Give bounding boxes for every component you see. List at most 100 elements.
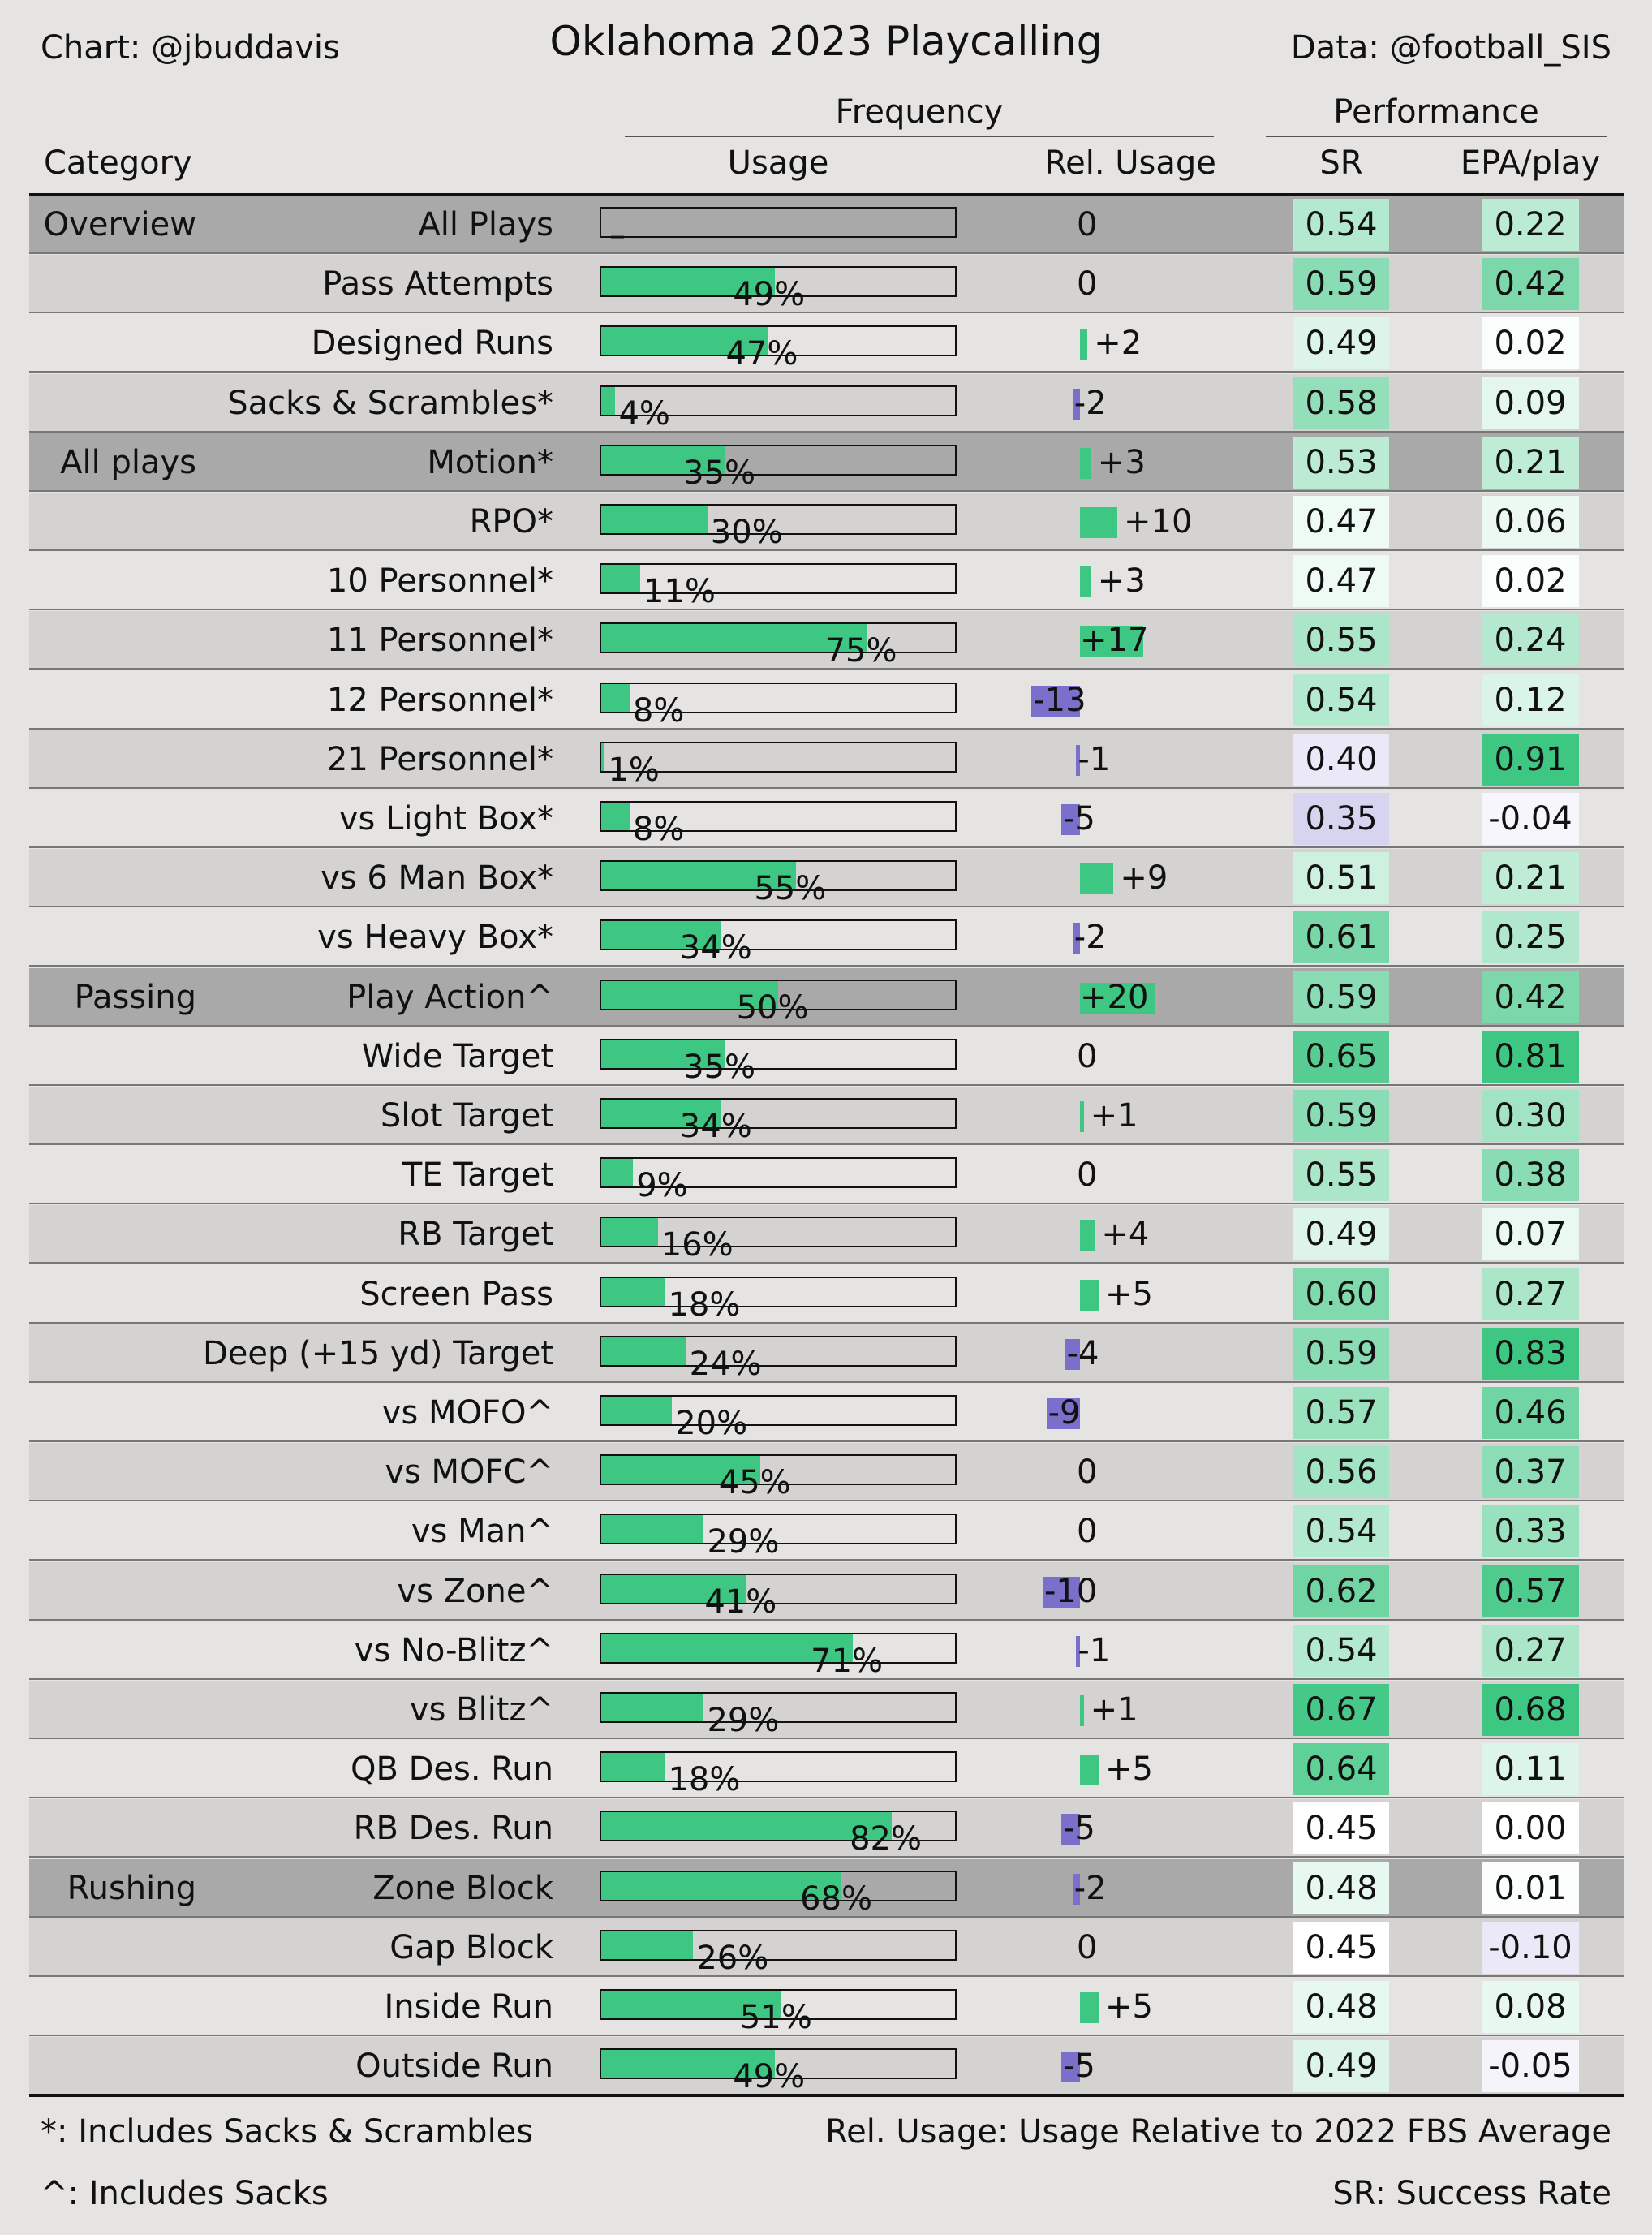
epa-per-play-cell: 0.25 bbox=[1482, 911, 1579, 964]
usage-bar-track: 50% bbox=[600, 979, 957, 1027]
row-label: Screen Pass bbox=[359, 1275, 553, 1313]
row-label: All Plays bbox=[418, 206, 553, 243]
usage-bar-track: 30% bbox=[600, 504, 957, 551]
row-label: vs Heavy Box* bbox=[317, 919, 553, 957]
table-row: vs Blitz^ 29% +1 0.67 0.68 bbox=[29, 1681, 1624, 1739]
epa-per-play-cell: 0.24 bbox=[1482, 614, 1579, 667]
table-row: 21 Personnel* 1% -1 0.40 0.91 bbox=[29, 730, 1624, 789]
rel-usage-label: +5 bbox=[1105, 1751, 1153, 1789]
row-label: Wide Target bbox=[361, 1037, 553, 1075]
usage-bar bbox=[601, 1931, 694, 1959]
table-row: Designed Runs 47% +2 0.49 0.02 bbox=[29, 314, 1624, 373]
usage-label: 29% bbox=[707, 1702, 780, 1739]
epa-per-play-cell: 0.42 bbox=[1482, 971, 1579, 1023]
row-divider bbox=[29, 1262, 1624, 1264]
usage-bar-track: 45% bbox=[600, 1454, 957, 1501]
usage-bar-track: 34% bbox=[600, 919, 957, 967]
rel-usage-label: +1 bbox=[1090, 1691, 1138, 1729]
row-divider bbox=[29, 906, 1624, 908]
usage-bar-track: 1% bbox=[600, 741, 957, 789]
epa-per-play-cell: 0.68 bbox=[1482, 1684, 1579, 1736]
usage-bar-track: 16% bbox=[600, 1217, 957, 1264]
usage-label: 30% bbox=[710, 514, 783, 551]
table-row: RB Des. Run 82% -5 0.45 0.00 bbox=[29, 1799, 1624, 1858]
rel-usage-label: +1 bbox=[1090, 1097, 1138, 1135]
usage-label: 16% bbox=[660, 1226, 734, 1264]
rel-usage-label: 0 bbox=[1077, 1513, 1098, 1551]
epa-per-play-cell: -0.05 bbox=[1482, 2040, 1579, 2093]
row-divider bbox=[29, 549, 1624, 551]
usage-bar bbox=[601, 268, 775, 296]
row-label: QB Des. Run bbox=[350, 1751, 553, 1789]
column-header-rel-usage: Rel. Usage bbox=[1044, 144, 1216, 182]
usage-bar bbox=[601, 327, 768, 355]
usage-bar bbox=[601, 980, 778, 1009]
success-rate-cell: 0.40 bbox=[1293, 733, 1389, 786]
epa-per-play-cell: 0.37 bbox=[1482, 1446, 1579, 1499]
table-row: Sacks & Scrambles* 4% -2 0.58 0.09 bbox=[29, 373, 1624, 433]
usage-label: 34% bbox=[679, 1108, 752, 1145]
table-row: Slot Target 34% +1 0.59 0.30 bbox=[29, 1087, 1624, 1145]
row-label: RB Des. Run bbox=[353, 1810, 553, 1848]
success-rate-cell: 0.48 bbox=[1293, 1862, 1389, 1914]
usage-bar-track: – bbox=[600, 207, 957, 254]
header-rule bbox=[29, 193, 1624, 196]
section-label: Rushing bbox=[67, 1869, 196, 1907]
usage-bar-track: 34% bbox=[600, 1098, 957, 1145]
row-divider bbox=[29, 371, 1624, 373]
table-row: 12 Personnel* 8% -13 0.54 0.12 bbox=[29, 670, 1624, 730]
epa-per-play-cell: 0.27 bbox=[1482, 1268, 1579, 1320]
rel-usage-bar-positive bbox=[1080, 566, 1091, 598]
usage-label: 4% bbox=[618, 394, 670, 433]
table-row: vs No-Blitz^ 71% -1 0.54 0.27 bbox=[29, 1621, 1624, 1680]
row-label: vs Light Box* bbox=[338, 800, 553, 838]
rel-usage-label: -1 bbox=[1078, 740, 1111, 778]
row-label: Designed Runs bbox=[311, 325, 553, 363]
epa-per-play-cell: 0.83 bbox=[1482, 1327, 1579, 1380]
usage-bar bbox=[601, 921, 722, 950]
row-divider bbox=[29, 1083, 1624, 1086]
epa-per-play-cell: 0.46 bbox=[1482, 1387, 1579, 1439]
row-label: vs MOFC^ bbox=[385, 1453, 553, 1492]
usage-bar-track: 35% bbox=[600, 444, 957, 492]
usage-label: 9% bbox=[636, 1167, 688, 1205]
usage-bar-track: 18% bbox=[600, 1751, 957, 1798]
rel-usage-bar-negative bbox=[1043, 1576, 1080, 1608]
usage-label: 35% bbox=[683, 1048, 756, 1086]
epa-per-play-cell: 0.30 bbox=[1482, 1090, 1579, 1142]
success-rate-cell: 0.54 bbox=[1293, 1505, 1389, 1558]
row-label: RPO* bbox=[469, 503, 553, 540]
epa-per-play-cell: 0.21 bbox=[1482, 852, 1579, 905]
table-row: vs Man^ 29% 0 0.54 0.33 bbox=[29, 1502, 1624, 1561]
usage-label: 8% bbox=[632, 811, 685, 848]
section-label: Passing bbox=[74, 978, 196, 1016]
usage-bar bbox=[601, 1100, 722, 1127]
row-label: Gap Block bbox=[389, 1928, 553, 1966]
usage-bar-track: 18% bbox=[600, 1276, 957, 1324]
usage-bar-track: 20% bbox=[600, 1395, 957, 1442]
usage-bar-track: 68% bbox=[600, 1870, 957, 1918]
success-rate-cell: 0.59 bbox=[1293, 258, 1389, 311]
column-header-category: Category bbox=[44, 144, 192, 182]
rel-usage-label: 0 bbox=[1077, 1928, 1098, 1966]
usage-label: 8% bbox=[632, 691, 685, 730]
row-label: Inside Run bbox=[384, 1988, 553, 2026]
rel-usage-bar-negative bbox=[1065, 1338, 1080, 1370]
table-row: Wide Target 35% 0 0.65 0.81 bbox=[29, 1027, 1624, 1086]
performance-underline bbox=[1266, 136, 1607, 137]
usage-bar bbox=[601, 683, 630, 712]
usage-bar-track: 55% bbox=[600, 860, 957, 907]
usage-bar-track: 82% bbox=[600, 1811, 957, 1858]
row-divider bbox=[29, 1915, 1624, 1918]
rel-usage-label: -4 bbox=[1066, 1334, 1099, 1372]
usage-label: 1% bbox=[608, 751, 660, 789]
table-row: vs Heavy Box* 34% -2 0.61 0.25 bbox=[29, 908, 1624, 967]
table-row: RPO* 30% +10 0.47 0.06 bbox=[29, 493, 1624, 551]
rel-usage-label: +17 bbox=[1080, 622, 1149, 660]
success-rate-cell: 0.54 bbox=[1293, 1624, 1389, 1677]
usage-bar bbox=[601, 743, 605, 771]
success-rate-cell: 0.49 bbox=[1293, 317, 1389, 370]
row-divider bbox=[29, 1203, 1624, 1205]
usage-label: 35% bbox=[683, 454, 756, 492]
rel-usage-bar-positive bbox=[1080, 1755, 1099, 1786]
